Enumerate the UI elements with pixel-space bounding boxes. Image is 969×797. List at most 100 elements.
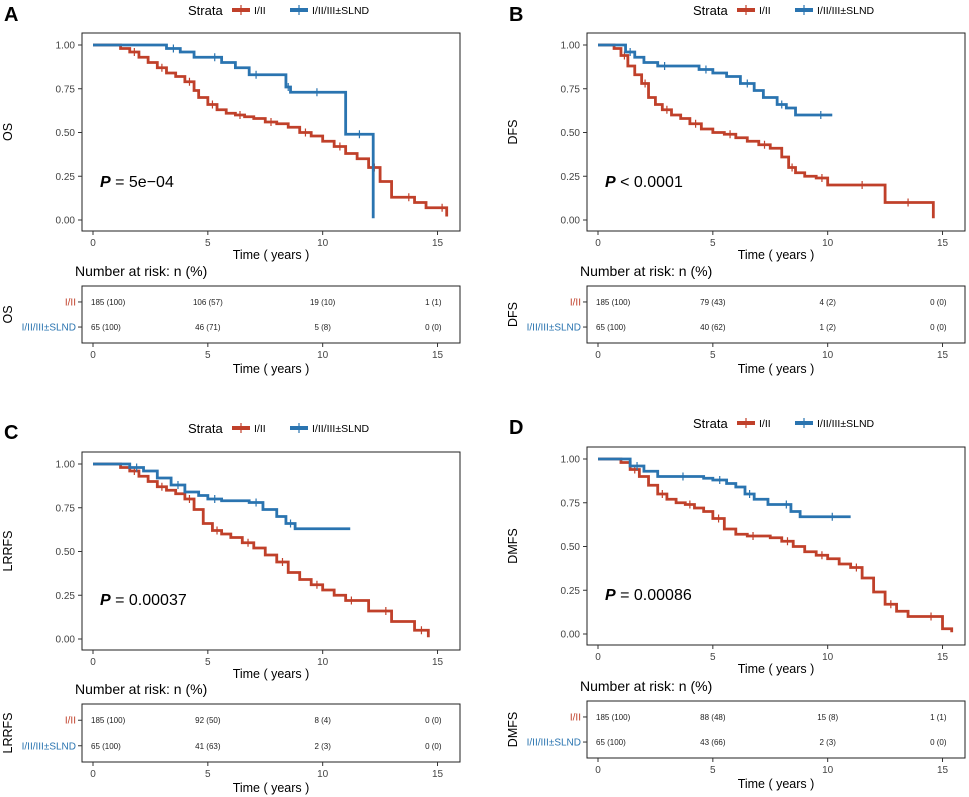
risk-x-axis-label: Time ( years ) bbox=[233, 781, 310, 795]
p-value: < 0.0001 bbox=[616, 174, 683, 191]
risk-cell: 15 (8) bbox=[817, 713, 838, 722]
risk-cell: 0 (0) bbox=[930, 738, 947, 747]
km-curve-i-ii bbox=[93, 43, 449, 217]
risk-cell: 65 (100) bbox=[91, 742, 121, 751]
risk-cell: 1 (1) bbox=[425, 298, 442, 307]
risk-cell: 185 (100) bbox=[91, 298, 126, 307]
risk-cell: 40 (62) bbox=[700, 323, 726, 332]
km-curve-i-ii bbox=[93, 462, 430, 638]
legend-title: Strata bbox=[188, 421, 223, 436]
risk-x-axis-label: Time ( years ) bbox=[738, 362, 815, 376]
risk-cell: 79 (43) bbox=[700, 298, 726, 307]
legend-title: Strata bbox=[693, 3, 728, 18]
risk-cell: 2 (3) bbox=[314, 742, 331, 751]
legend-label: I/II bbox=[254, 423, 266, 435]
km-curve-slnd bbox=[93, 462, 351, 531]
y-axis-label: LRRFS bbox=[1, 531, 15, 572]
risk-cell: 8 (4) bbox=[314, 716, 331, 725]
legend-label: I/II/III±SLND bbox=[817, 418, 875, 430]
x-tick-label: 0 bbox=[90, 238, 96, 249]
x-axis-label: Time ( years ) bbox=[738, 662, 815, 676]
km-curve-i-ii bbox=[598, 457, 954, 633]
x-tick-label: 10 bbox=[317, 657, 329, 668]
y-tick-label: 0.50 bbox=[561, 128, 581, 139]
p-value: = 5e−04 bbox=[111, 174, 174, 191]
x-tick-label: 10 bbox=[317, 238, 329, 249]
panel-letter: C bbox=[4, 422, 18, 444]
y-tick-label: 0.50 bbox=[56, 128, 76, 139]
y-axis-label: DFS bbox=[506, 120, 520, 145]
y-tick-label: 0.25 bbox=[56, 591, 76, 602]
legend-title: Strata bbox=[693, 416, 728, 431]
risk-row-label: I/II bbox=[65, 716, 76, 727]
x-tick-label: 5 bbox=[205, 238, 211, 249]
risk-x-tick-label: 0 bbox=[595, 765, 601, 776]
risk-table-title: Number at risk: n (%) bbox=[75, 681, 207, 697]
risk-cell: 19 (10) bbox=[310, 298, 336, 307]
y-tick-label: 1.00 bbox=[561, 455, 581, 466]
risk-cell: 43 (66) bbox=[700, 738, 726, 747]
panel-letter: B bbox=[509, 4, 523, 26]
y-tick-label: 0.00 bbox=[56, 635, 76, 646]
risk-cell: 65 (100) bbox=[91, 323, 121, 332]
y-tick-label: 0.25 bbox=[561, 586, 581, 597]
risk-row-label: I/II/III±SLND bbox=[22, 741, 76, 752]
risk-x-tick-label: 10 bbox=[317, 350, 329, 361]
risk-x-tick-label: 0 bbox=[90, 769, 96, 780]
y-tick-label: 0.00 bbox=[561, 630, 581, 641]
risk-cell: 0 (0) bbox=[425, 323, 442, 332]
y-tick-label: 1.00 bbox=[56, 41, 76, 52]
risk-cell: 5 (8) bbox=[314, 323, 331, 332]
y-tick-label: 1.00 bbox=[561, 41, 581, 52]
y-tick-label: 0.75 bbox=[561, 498, 581, 509]
risk-row-label: I/II/III±SLND bbox=[22, 323, 76, 334]
legend: Strata I/II I/II/III±SLND bbox=[693, 416, 875, 431]
p-label: P bbox=[100, 174, 111, 191]
risk-table-title: Number at risk: n (%) bbox=[580, 263, 712, 279]
p-label: P bbox=[605, 174, 616, 191]
x-tick-label: 10 bbox=[822, 238, 834, 249]
x-tick-label: 0 bbox=[595, 652, 601, 663]
risk-cell: 185 (100) bbox=[596, 298, 631, 307]
x-tick-label: 15 bbox=[432, 657, 444, 668]
legend: Strata I/II I/II/III±SLND bbox=[188, 421, 370, 436]
risk-table-frame bbox=[81, 703, 461, 763]
risk-cell: 0 (0) bbox=[930, 323, 947, 332]
legend: Strata I/II I/II/III±SLND bbox=[693, 3, 875, 18]
risk-cell: 0 (0) bbox=[425, 742, 442, 751]
risk-table-label: OS bbox=[1, 305, 15, 323]
risk-x-tick-label: 5 bbox=[205, 350, 211, 361]
risk-cell: 1 (2) bbox=[819, 323, 836, 332]
x-tick-label: 15 bbox=[937, 652, 949, 663]
p-value-text: P = 0.00086 bbox=[605, 587, 692, 604]
y-tick-label: 0.50 bbox=[561, 542, 581, 553]
x-tick-label: 15 bbox=[937, 238, 949, 249]
y-tick-label: 0.75 bbox=[56, 84, 76, 95]
p-value-text: P < 0.0001 bbox=[605, 174, 683, 191]
risk-table-frame bbox=[586, 700, 966, 759]
risk-cell: 106 (57) bbox=[193, 298, 223, 307]
x-tick-label: 5 bbox=[205, 657, 211, 668]
legend-label: I/II bbox=[254, 5, 266, 17]
panel-a: A Strata I/II I/II/III±SLND 0.00 0.25 0.50 0.75… bbox=[1, 3, 461, 376]
risk-row-label: I/II bbox=[570, 297, 581, 308]
panel-d: D Strata I/II I/II/III±SLND 0.00 0.25 0.50 0.75… bbox=[506, 416, 966, 791]
plot-frame bbox=[81, 32, 461, 232]
legend-label: I/II/III±SLND bbox=[312, 423, 370, 435]
x-tick-label: 10 bbox=[822, 652, 834, 663]
y-axis-label: DMFS bbox=[506, 528, 520, 563]
risk-cell: 65 (100) bbox=[596, 738, 626, 747]
p-value: = 0.00086 bbox=[616, 587, 692, 604]
y-axis-label: OS bbox=[1, 123, 15, 141]
risk-x-tick-label: 15 bbox=[937, 350, 949, 361]
panel-b: B Strata I/II I/II/III±SLND 0.00 0.25 0.50 0.75… bbox=[506, 3, 966, 376]
panel-letter: D bbox=[509, 417, 523, 439]
x-axis-label: Time ( years ) bbox=[233, 248, 310, 262]
y-tick-label: 0.00 bbox=[56, 216, 76, 227]
risk-x-tick-label: 10 bbox=[822, 350, 834, 361]
p-label: P bbox=[100, 592, 111, 609]
km-curve-slnd bbox=[93, 43, 375, 219]
risk-x-tick-label: 5 bbox=[710, 350, 716, 361]
p-label: P bbox=[605, 587, 616, 604]
